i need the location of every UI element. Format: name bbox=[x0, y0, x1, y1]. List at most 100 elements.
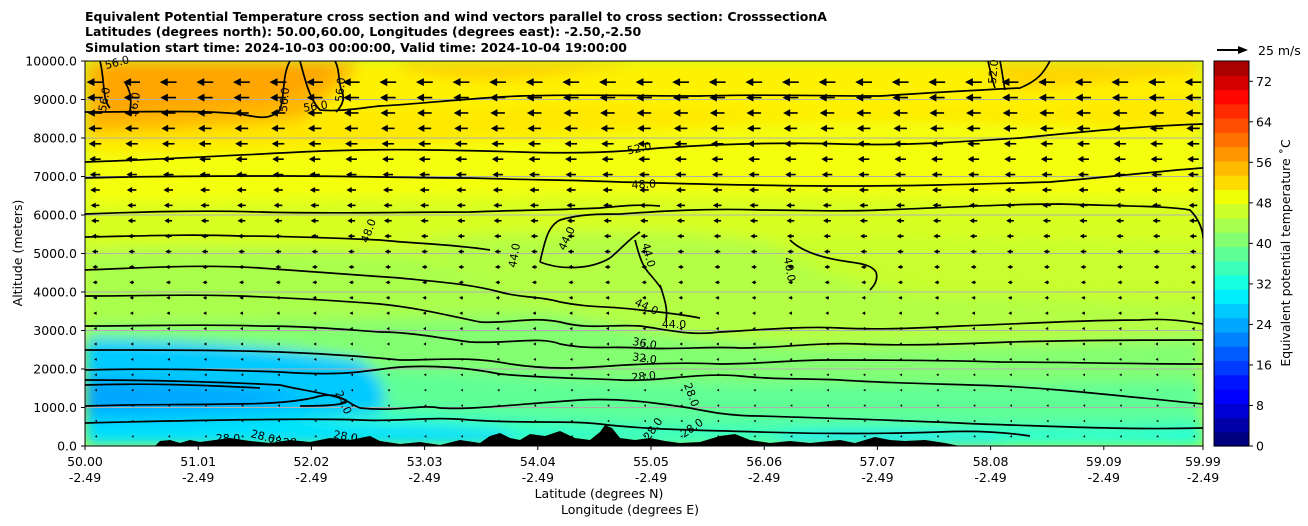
wind-arrow-icon bbox=[94, 435, 97, 438]
wind-arrow-icon bbox=[494, 264, 501, 270]
wind-arrow-icon bbox=[820, 124, 834, 133]
wind-arrow-icon bbox=[1043, 264, 1050, 270]
wind-arrow-icon bbox=[895, 187, 905, 193]
wind-arrow-icon bbox=[422, 311, 427, 315]
colorbar-tick-label: 72 bbox=[1256, 74, 1272, 89]
wind-arrow-icon bbox=[567, 249, 574, 254]
wind-arrow-icon bbox=[971, 280, 976, 285]
wind-arrow-icon bbox=[607, 419, 610, 423]
wind-arrow-icon bbox=[93, 326, 97, 331]
wind-arrow-icon bbox=[860, 233, 868, 239]
wind-arrow-icon bbox=[533, 404, 537, 407]
wind-arrow-icon bbox=[162, 171, 174, 178]
wind-arrow-icon bbox=[1154, 311, 1159, 315]
wind-arrow-icon bbox=[1112, 109, 1128, 117]
wind-arrow-icon bbox=[642, 326, 646, 331]
wind-arrow-icon bbox=[454, 124, 468, 133]
wind-arrow-icon bbox=[1156, 404, 1159, 407]
wind-arrow-icon bbox=[1076, 124, 1090, 133]
reference-arrowhead-icon bbox=[1238, 46, 1248, 54]
wind-arrow-icon bbox=[936, 404, 939, 407]
x-tick-label-lat: 55.05 bbox=[633, 454, 669, 469]
wind-arrow-icon bbox=[533, 342, 536, 346]
x-tick-label-lat: 51.01 bbox=[180, 454, 216, 469]
wind-arrow-icon bbox=[311, 233, 319, 239]
wind-arrow-icon bbox=[678, 311, 683, 315]
wind-arrow-icon bbox=[349, 326, 353, 331]
wind-arrow-icon bbox=[714, 280, 720, 285]
wind-arrow-icon bbox=[898, 295, 903, 300]
wind-arrow-icon bbox=[423, 357, 427, 361]
wind-arrow-icon bbox=[1115, 218, 1124, 224]
wind-arrow-icon bbox=[1192, 357, 1195, 361]
wind-arrow-icon bbox=[311, 264, 318, 270]
wind-arrow-icon bbox=[568, 295, 573, 300]
wind-arrow-icon bbox=[715, 326, 719, 331]
wind-arrow-icon bbox=[493, 202, 502, 209]
wind-arrow-icon bbox=[1009, 373, 1012, 377]
wind-arrow-icon bbox=[452, 78, 470, 87]
wind-arrow-icon bbox=[825, 326, 829, 331]
wind-arrow-icon bbox=[893, 124, 907, 133]
wind-arrow-icon bbox=[1119, 373, 1122, 377]
wind-arrow-icon bbox=[165, 249, 172, 254]
wind-arrow-icon bbox=[1001, 78, 1019, 87]
wind-arrow-icon bbox=[892, 93, 909, 102]
wind-arrow-icon bbox=[860, 264, 867, 270]
wind-arrow-icon bbox=[748, 171, 760, 178]
wind-arrow-icon bbox=[570, 435, 573, 438]
wind-arrow-icon bbox=[277, 419, 280, 423]
wind-arrow-icon bbox=[1153, 249, 1160, 254]
contour-line bbox=[85, 417, 1031, 437]
wind-arrow-icon bbox=[784, 140, 797, 148]
wind-arrow-icon bbox=[680, 388, 683, 392]
wind-arrow-icon bbox=[167, 388, 171, 392]
wind-arrow-icon bbox=[379, 78, 397, 87]
wind-arrow-icon bbox=[606, 357, 610, 361]
wind-arrow-icon bbox=[1192, 373, 1195, 377]
contour-label: 56.0 bbox=[277, 87, 292, 113]
colorbar-band bbox=[1214, 160, 1249, 176]
wind-arrow-icon bbox=[276, 326, 280, 331]
wind-arrow-icon bbox=[490, 124, 505, 133]
wind-arrow-icon bbox=[781, 78, 799, 87]
wind-arrow-icon bbox=[642, 295, 646, 300]
colorbar-tick-label: 56 bbox=[1256, 155, 1272, 170]
wind-arrow-icon bbox=[1152, 233, 1160, 239]
wind-arrow-icon bbox=[237, 202, 246, 209]
wind-arrow-icon bbox=[1119, 404, 1122, 407]
wind-arrow-icon bbox=[1004, 155, 1016, 163]
wind-arrow-icon bbox=[531, 280, 537, 285]
wind-arrow-icon bbox=[458, 280, 464, 285]
wind-arrow-icon bbox=[386, 311, 390, 315]
wind-arrow-icon bbox=[130, 342, 134, 346]
wind-arrow-icon bbox=[1082, 404, 1086, 407]
wind-arrow-icon bbox=[454, 140, 468, 148]
y-tick-label: 1000.0 bbox=[33, 400, 77, 415]
wind-arrow-icon bbox=[525, 78, 543, 87]
wind-arrow-icon bbox=[125, 140, 138, 148]
wind-arrow-icon bbox=[1150, 140, 1163, 148]
wind-arrow-icon bbox=[422, 280, 427, 285]
colorbar-band bbox=[1214, 274, 1249, 290]
wind-arrow-icon bbox=[459, 326, 463, 331]
wind-arrow-icon bbox=[966, 109, 981, 117]
wind-arrow-icon bbox=[935, 357, 939, 361]
wind-arrow-icon bbox=[856, 109, 871, 117]
wind-arrow-icon bbox=[643, 388, 646, 392]
wind-arrow-icon bbox=[1155, 342, 1159, 346]
wind-arrow-icon bbox=[277, 357, 280, 361]
wind-arrow-icon bbox=[600, 124, 615, 133]
wind-arrow-icon bbox=[419, 171, 430, 178]
x-tick-label-lon: -2.49 bbox=[861, 470, 893, 485]
wind-arrow-icon bbox=[202, 264, 208, 270]
wind-arrow-icon bbox=[166, 311, 170, 315]
wind-arrow-icon bbox=[636, 93, 652, 102]
wind-arrow-icon bbox=[306, 78, 324, 87]
wind-arrow-icon bbox=[716, 435, 720, 438]
wind-arrow-icon bbox=[387, 419, 390, 423]
wind-arrow-icon bbox=[752, 342, 756, 346]
wind-arrow-icon bbox=[1155, 373, 1159, 377]
wind-arrow-icon bbox=[459, 295, 463, 300]
wind-arrow-icon bbox=[531, 264, 537, 270]
